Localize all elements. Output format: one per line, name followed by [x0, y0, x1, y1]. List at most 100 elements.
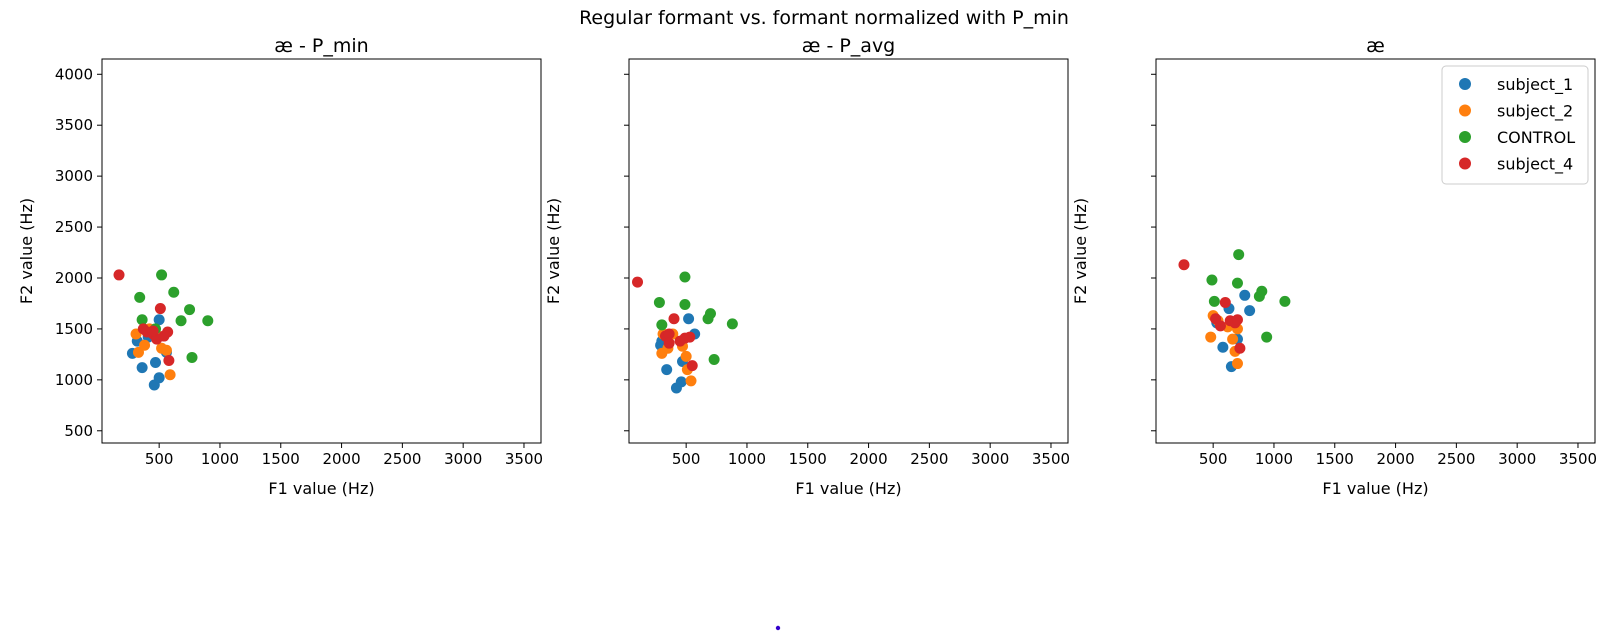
x-tick-label: 1000 — [201, 450, 239, 468]
figure-suptitle: Regular formant vs. formant normalized w… — [579, 7, 1069, 29]
data-point — [1217, 341, 1229, 353]
y-tick-label: 4000 — [55, 65, 93, 83]
data-point — [162, 326, 174, 338]
legend-marker — [1459, 78, 1471, 90]
axes-frame — [628, 58, 1069, 444]
y-tick-label: 1500 — [55, 320, 93, 338]
data-point — [1279, 295, 1291, 307]
subplot-1: æ - P_min 500 1000 1500 2000 2500 3000 3500 500 1… — [17, 35, 543, 498]
data-point — [153, 314, 165, 326]
series-CONTROL — [653, 271, 738, 365]
data-point — [1244, 305, 1256, 317]
data-point — [663, 328, 675, 340]
data-point — [1234, 342, 1246, 354]
data-point — [184, 304, 196, 316]
data-point — [113, 269, 125, 281]
data-point — [1205, 331, 1217, 343]
x-tick-label: 3000 — [971, 450, 1009, 468]
data-point — [1227, 333, 1239, 345]
y-tick-label: 2500 — [55, 218, 93, 236]
x-tick-label: 3500 — [1559, 450, 1597, 468]
data-point — [134, 291, 146, 303]
subplot-2: æ - P_avg 500 1000 1500 2000 2500 3000 3500 F1 v… — [544, 35, 1070, 498]
data-point — [663, 337, 675, 349]
data-point — [1231, 277, 1243, 289]
y-tick-label: 2000 — [55, 269, 93, 287]
data-point — [704, 308, 716, 320]
x-tick-label: 3500 — [1032, 450, 1070, 468]
data-point — [683, 313, 695, 325]
x-tick-label: 1500 — [1316, 450, 1354, 468]
x-axis-label: F1 value (Hz) — [268, 479, 374, 498]
data-point — [653, 296, 665, 308]
y-tick-label: 3500 — [55, 116, 93, 134]
data-point — [661, 364, 673, 376]
x-tick-label: 500 — [145, 450, 174, 468]
data-point — [1231, 358, 1243, 370]
subplot-title: æ — [1366, 35, 1385, 57]
x-tick-label: 1500 — [789, 450, 827, 468]
data-point — [1256, 285, 1268, 297]
x-tick-label: 3500 — [505, 450, 543, 468]
x-tick-label: 2000 — [322, 450, 360, 468]
data-point — [684, 331, 696, 343]
x-tick-label: 1000 — [1255, 450, 1293, 468]
y-tick-label: 500 — [64, 422, 93, 440]
data-point — [160, 344, 172, 356]
y-axis-label: F2 value (Hz) — [1071, 198, 1090, 304]
y-tick-label: 1000 — [55, 371, 93, 389]
data-point — [668, 313, 680, 325]
legend-marker — [1459, 131, 1471, 143]
y-tick-label: 3000 — [55, 167, 93, 185]
data-point — [708, 353, 720, 365]
legend-label: CONTROL — [1497, 128, 1575, 147]
subplot-3: æ 500 1000 1500 2000 2500 3000 3500 F1 value (Hz… — [1071, 35, 1597, 498]
x-tick-label: 1500 — [262, 450, 300, 468]
data-point — [1178, 259, 1190, 271]
subplot-title: æ - P_avg — [802, 35, 896, 57]
x-axis-label: F1 value (Hz) — [795, 479, 901, 498]
data-point — [679, 298, 691, 310]
data-point — [1239, 289, 1251, 301]
x-tick-label: 3000 — [444, 450, 482, 468]
data-point — [1233, 249, 1245, 261]
data-point — [632, 276, 644, 288]
data-point — [136, 314, 148, 326]
x-tick-label: 2500 — [910, 450, 948, 468]
data-point — [1219, 296, 1231, 308]
x-tick-label: 1000 — [728, 450, 766, 468]
data-point — [136, 362, 148, 374]
data-point — [175, 315, 187, 327]
series-subject_4 — [632, 276, 698, 372]
data-point — [132, 346, 144, 358]
legend: subject_1 subject_2 CONTROL subject_4 — [1441, 65, 1589, 185]
legend-frame — [1441, 65, 1589, 185]
x-tick-label: 2000 — [849, 450, 887, 468]
data-point — [186, 351, 198, 363]
x-tick-label: 500 — [672, 450, 701, 468]
y-axis-label: F2 value (Hz) — [17, 198, 36, 304]
data-point — [675, 376, 687, 388]
data-point — [1214, 320, 1226, 332]
legend-label: subject_2 — [1497, 102, 1573, 122]
data-point — [686, 360, 698, 372]
stray-dot — [775, 625, 781, 631]
data-point — [1206, 274, 1218, 286]
data-point — [153, 372, 165, 384]
x-axis-label: F1 value (Hz) — [1322, 479, 1428, 498]
legend-label: subject_1 — [1497, 75, 1573, 95]
legend-marker — [1459, 157, 1471, 170]
data-point — [163, 354, 175, 366]
axes-frame — [101, 58, 542, 444]
x-tick-label: 3000 — [1498, 450, 1536, 468]
data-point — [150, 357, 162, 369]
x-tick-label: 2000 — [1376, 450, 1414, 468]
data-point — [679, 271, 691, 283]
data-point — [154, 303, 166, 315]
legend-label: subject_4 — [1497, 155, 1573, 175]
y-axis-label: F2 value (Hz) — [544, 198, 563, 304]
x-tick-label: 500 — [1199, 450, 1228, 468]
x-tick-label: 2500 — [1437, 450, 1475, 468]
data-point — [1231, 314, 1243, 326]
